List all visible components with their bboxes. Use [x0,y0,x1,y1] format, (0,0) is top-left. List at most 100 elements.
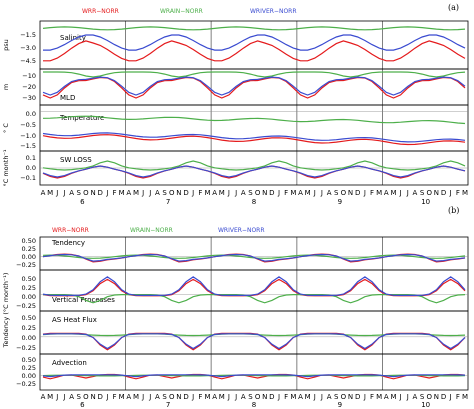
x-tick-label: J [363,189,366,197]
subplot-title: Salinity [60,34,86,42]
x-tick-label: M [119,393,125,401]
y-axis-label: °C month⁻¹ [2,149,10,186]
y-tick-label: 0.25 [22,245,36,253]
series-line-wrain [42,26,466,31]
x-tick-label: J [234,189,237,197]
y-tick-label: −10 [22,72,36,80]
x-tick-label: J [148,393,151,401]
x-tick-label: S [420,393,425,401]
x-year-label: 10 [421,198,430,206]
x-tick-label: D [98,393,103,401]
x-tick-label: S [77,393,82,401]
y-tick-label: 0.0 [26,110,36,118]
legend-b-wrr: WRR−NORR [52,227,89,234]
y-tick-label: −0.25 [16,380,36,388]
x-tick-label: A [241,189,246,197]
series-line-wriver [43,34,466,51]
subplot-title: MLD [60,94,75,102]
x-tick-label: D [269,393,274,401]
x-tick-label: O [83,393,89,401]
x-year-label: 9 [338,198,342,206]
x-tick-label: M [390,189,396,197]
x-tick-label: N [90,393,95,401]
x-tick-label: A [298,393,303,401]
x-tick-label: J [55,189,58,197]
x-tick-label: J [449,189,452,197]
y-tick-label: 0.00 [22,334,36,342]
x-tick-label: A [155,189,160,197]
x-tick-label: A [41,189,46,197]
x-tick-label: S [248,189,253,197]
x-tick-label: M [47,393,53,401]
y-axis-label: ° C [2,123,10,133]
x-tick-label: M [462,393,468,401]
y-tick-label: 0.50 [22,275,36,283]
y-tick-label: −30 [22,94,36,102]
x-year-label: 7 [166,198,170,206]
x-tick-label: S [162,393,167,401]
x-tick-label: M [119,189,125,197]
x-tick-label: A [212,393,217,401]
x-tick-label: N [176,189,181,197]
x-tick-label: D [441,189,446,197]
x-tick-label: O [255,393,261,401]
x-tick-label: A [126,189,131,197]
subplot-title: Vertical Processes [52,296,115,304]
x-tick-label: F [284,393,288,401]
x-tick-label: J [313,189,316,197]
x-tick-label: M [133,393,139,401]
x-tick-label: N [348,393,353,401]
x-tick-label: J [105,393,108,401]
subplot-title: Temperature [59,114,104,122]
x-tick-label: M [219,393,225,401]
y-tick-label: −0.5 [20,121,36,129]
x-tick-label: M [376,393,382,401]
x-tick-label: J [363,393,366,401]
x-tick-label: F [113,189,117,197]
y-tick-label: 0.25 [22,324,36,332]
x-tick-label: J [277,393,280,401]
x-tick-label: D [355,189,360,197]
x-tick-label: J [141,189,144,197]
x-tick-label: M [305,189,311,197]
x-tick-label: F [456,393,460,401]
x-tick-label: F [456,189,460,197]
series-line-wriver [42,253,466,262]
x-tick-label: S [162,189,167,197]
y-tick-label: −1.0 [20,132,36,140]
legend-wriver: WRIVER−NORR [250,8,297,15]
x-tick-label: J [406,393,409,401]
series-line-wriver [42,333,466,350]
x-tick-label: M [376,189,382,197]
x-tick-label: J [105,189,108,197]
panel-b-label: (b) [448,206,459,215]
x-year-label: 6 [80,198,85,206]
x-tick-label: N [434,393,439,401]
x-tick-label: M [290,393,296,401]
x-tick-label: A [126,393,131,401]
subplot-title: AS Heat Flux [52,316,97,324]
x-tick-label: J [449,393,452,401]
x-tick-label: M [305,393,311,401]
x-year-label: 10 [421,401,430,409]
x-tick-label: J [406,189,409,197]
y-axis-label: m [2,84,10,90]
y-tick-label: 0.00 [22,372,36,380]
x-tick-label: A [241,393,246,401]
y-tick-label: −0.1 [20,174,36,182]
series-line-wrain [42,115,466,125]
x-tick-label: S [334,189,339,197]
y-tick-label: −1.5 [20,142,36,150]
series-line-wrr [42,76,466,99]
x-tick-label: F [284,189,288,197]
x-tick-label: N [262,393,267,401]
y-axis-label: psu [2,39,10,51]
x-tick-label: J [320,393,323,401]
series-line-wrain [42,374,466,377]
y-tick-label: 0.1 [26,154,36,162]
series-line-wriver [42,132,466,143]
x-tick-label: N [434,189,439,197]
x-tick-label: J [313,393,316,401]
x-tick-label: O [341,189,347,197]
x-tick-label: O [341,393,347,401]
